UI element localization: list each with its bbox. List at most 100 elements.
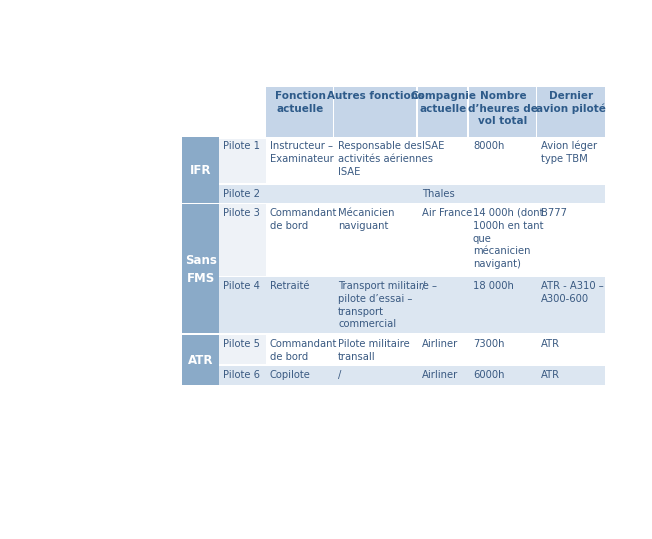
Text: 7300h: 7300h xyxy=(473,339,505,349)
Bar xyxy=(266,137,334,185)
Text: Sans
FMS: Sans FMS xyxy=(185,254,216,285)
Bar xyxy=(334,137,418,185)
Bar xyxy=(469,87,537,137)
Bar xyxy=(183,87,266,137)
Bar xyxy=(220,335,266,366)
Bar xyxy=(418,335,469,366)
Bar xyxy=(266,204,334,277)
Bar xyxy=(334,277,418,335)
Text: Air France: Air France xyxy=(422,208,472,218)
Bar xyxy=(334,335,418,366)
Bar xyxy=(334,185,418,204)
Text: Instructeur –
Examinateur: Instructeur – Examinateur xyxy=(270,141,334,164)
Bar xyxy=(220,275,606,277)
Bar xyxy=(416,87,418,137)
Bar xyxy=(469,366,537,386)
Bar xyxy=(183,335,220,386)
Text: ATR: ATR xyxy=(541,370,560,379)
Text: 14 000h (dont
1000h en tant
que
mécanicien
navigant): 14 000h (dont 1000h en tant que mécanici… xyxy=(473,208,543,269)
Bar xyxy=(537,204,606,277)
Text: Pilote 3: Pilote 3 xyxy=(224,208,260,218)
Text: Fonction
actuelle: Fonction actuelle xyxy=(274,91,325,114)
Text: Airliner: Airliner xyxy=(422,339,458,349)
Bar xyxy=(467,0,469,137)
Text: Commandant
de bord: Commandant de bord xyxy=(270,208,337,231)
Bar xyxy=(469,277,537,335)
Bar xyxy=(266,87,334,137)
Text: Avion léger
type TBM: Avion léger type TBM xyxy=(541,141,597,164)
Text: Pilote 1: Pilote 1 xyxy=(224,141,260,151)
Bar xyxy=(418,87,469,137)
Text: 18 000h: 18 000h xyxy=(473,281,514,291)
Bar xyxy=(469,335,537,366)
Bar xyxy=(469,185,537,204)
Bar xyxy=(418,204,469,277)
Bar xyxy=(537,277,606,335)
Text: Dernier
avion piloté: Dernier avion piloté xyxy=(537,91,606,114)
Bar xyxy=(220,185,266,204)
Text: 6000h: 6000h xyxy=(473,370,505,379)
Bar xyxy=(220,204,266,277)
Text: Copilote: Copilote xyxy=(270,370,311,379)
Bar xyxy=(469,204,537,277)
Bar xyxy=(183,385,606,386)
Text: Transport militaire –
pilote d’essai –
transport
commercial: Transport militaire – pilote d’essai – t… xyxy=(338,281,437,329)
Bar xyxy=(418,137,469,185)
Text: Pilote 4: Pilote 4 xyxy=(224,281,260,291)
Bar xyxy=(183,204,220,335)
Text: Autres fonctions: Autres fonctions xyxy=(327,91,424,101)
Bar xyxy=(418,277,469,335)
Bar xyxy=(536,87,537,137)
Bar xyxy=(469,137,537,185)
Text: Pilote 5: Pilote 5 xyxy=(224,339,260,349)
Text: ATR: ATR xyxy=(188,354,214,367)
Bar xyxy=(536,0,537,137)
Bar xyxy=(220,183,606,185)
Text: ISAE: ISAE xyxy=(422,141,444,151)
Text: Nombre
d’heures de
vol total: Nombre d’heures de vol total xyxy=(468,91,538,127)
Bar xyxy=(537,366,606,386)
Bar xyxy=(183,137,220,204)
Text: Compagnie
actuelle: Compagnie actuelle xyxy=(410,91,477,114)
Text: ATR - A310 –
A300-600: ATR - A310 – A300-600 xyxy=(541,281,604,304)
Text: 8000h: 8000h xyxy=(473,141,504,151)
Bar xyxy=(418,185,469,204)
Bar xyxy=(183,203,606,204)
Bar xyxy=(537,335,606,366)
Bar xyxy=(333,0,334,137)
Bar xyxy=(334,204,418,277)
Text: B777: B777 xyxy=(541,208,567,218)
Text: IFR: IFR xyxy=(190,164,212,177)
Bar xyxy=(333,87,334,137)
Text: Pilote 6: Pilote 6 xyxy=(224,370,260,379)
Bar xyxy=(220,277,266,335)
Bar xyxy=(537,137,606,185)
Text: /: / xyxy=(338,370,342,379)
Text: /: / xyxy=(422,281,425,291)
Text: Responsable des
activités aériennes
ISAE: Responsable des activités aériennes ISAE xyxy=(338,141,433,176)
Bar xyxy=(265,0,266,137)
Bar xyxy=(220,364,606,366)
Bar xyxy=(266,277,334,335)
Bar xyxy=(416,0,418,137)
Bar xyxy=(266,185,334,204)
Text: Retraité: Retraité xyxy=(270,281,309,291)
Bar xyxy=(220,137,606,139)
Text: Commandant
de bord: Commandant de bord xyxy=(270,339,337,362)
Text: Airliner: Airliner xyxy=(422,370,458,379)
Bar xyxy=(537,87,606,137)
Text: Mécanicien
naviguant: Mécanicien naviguant xyxy=(338,208,394,231)
Bar xyxy=(334,87,418,137)
Bar xyxy=(467,87,469,137)
Bar xyxy=(537,185,606,204)
Bar xyxy=(266,335,334,366)
Bar xyxy=(418,366,469,386)
Bar xyxy=(220,366,266,386)
Text: Pilote militaire
transall: Pilote militaire transall xyxy=(338,339,409,362)
Bar xyxy=(220,137,266,185)
Text: ATR: ATR xyxy=(541,339,560,349)
Text: Thales: Thales xyxy=(422,189,454,199)
Bar xyxy=(266,366,334,386)
Bar xyxy=(183,334,606,335)
Text: Pilote 2: Pilote 2 xyxy=(224,189,260,199)
